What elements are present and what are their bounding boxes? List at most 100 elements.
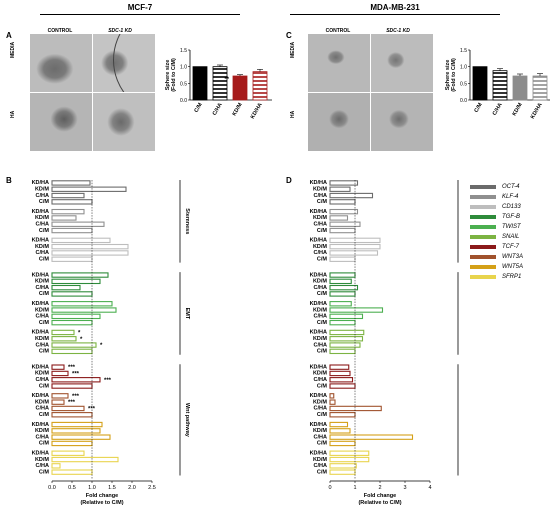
micrograph-control-ha <box>308 93 370 151</box>
x-tick-label: KD/HA <box>250 102 264 120</box>
x-tick-label: 4 <box>428 485 431 491</box>
y-tick-label: 0.0 <box>180 98 187 104</box>
row-label: KD/M <box>313 371 327 377</box>
bar-wnt3a <box>51 393 69 399</box>
micrograph-kd-ha <box>371 93 433 151</box>
bar-tcf-7 <box>51 377 101 383</box>
legend-label: WNT3A <box>502 254 523 260</box>
bar-oct-4 <box>51 199 93 205</box>
legend-label: TWIST <box>502 224 521 230</box>
bar-snail <box>329 329 365 336</box>
row-label: C/HA <box>314 314 327 320</box>
row-label: KD/HA <box>32 180 49 186</box>
bar <box>252 71 268 101</box>
bar-sfrp1 <box>51 456 119 463</box>
bar-wnt5a <box>51 421 103 428</box>
col-label-kd: SDC-1 KD <box>108 28 132 34</box>
bar-tcf-7 <box>51 370 69 377</box>
bar <box>212 66 228 101</box>
row-label: C/M <box>317 291 328 297</box>
x-tick-label: 2.0 <box>128 485 136 491</box>
row-label: KD/M <box>313 187 327 193</box>
legend-item: OCT-4 <box>470 182 550 192</box>
row-label: C/HA <box>314 193 327 199</box>
row-label: C/HA <box>36 463 49 469</box>
bar-twist <box>51 313 101 320</box>
row-label: C/HA <box>36 377 49 383</box>
row-label-media: MEDIA <box>290 41 296 58</box>
y-axis-label: Sphere size <box>165 60 171 91</box>
x-tick-label: 3 <box>403 485 406 491</box>
significance-mark: * <box>80 337 83 343</box>
row-label: C/HA <box>36 250 49 256</box>
y-axis-label: (Fold to C/M) <box>171 58 177 92</box>
bar-wnt5a <box>329 434 414 440</box>
row-label: C/HA <box>36 406 49 412</box>
bar-klf-4 <box>329 227 356 234</box>
y-tick-label: 1.5 <box>180 48 187 54</box>
y-axis-label: Sphere size <box>445 60 451 91</box>
bar-twist <box>51 301 113 307</box>
x-tick-label: C/M <box>193 102 203 114</box>
row-label: KD/HA <box>32 330 49 336</box>
bar-twist <box>329 307 384 313</box>
bar-wnt3a <box>51 412 93 418</box>
row-label: C/HA <box>36 314 49 320</box>
legend-label: CD133 <box>502 204 521 210</box>
row-label: KD/M <box>35 244 49 250</box>
row-label: C/HA <box>36 434 49 440</box>
legend-item: CD133 <box>470 202 550 212</box>
bar-twist <box>329 319 356 326</box>
bar-cd133 <box>51 243 129 250</box>
row-label: KD/M <box>35 307 49 313</box>
y-axis-label: (Fold to C/M) <box>451 58 457 92</box>
legend-label: SFRP1 <box>502 274 522 280</box>
row-label: C/HA <box>314 434 327 440</box>
row-label: KD/M <box>313 428 327 434</box>
bar-klf-4 <box>329 208 359 215</box>
row-label: C/M <box>317 412 328 418</box>
bar-wnt5a <box>329 440 356 447</box>
row-label: C/HA <box>36 342 49 348</box>
row-label: C/M <box>39 469 50 475</box>
micrograph-kd-media <box>371 34 433 92</box>
x-tick-label: 1.0 <box>88 485 96 491</box>
col-label-control: CONTROL <box>325 28 351 34</box>
row-label: C/M <box>317 228 328 234</box>
bar-klf-4 <box>51 221 105 227</box>
legend-label: SNAIL <box>502 234 520 240</box>
bar-tgf-b <box>51 284 81 291</box>
group-label: Stemness <box>184 208 190 234</box>
row-label: KD/HA <box>310 393 327 399</box>
x-tick-label: 0.5 <box>68 485 76 491</box>
legend-item: TWIST <box>470 222 550 232</box>
bar-wnt5a <box>51 434 111 440</box>
significance-mark: *** <box>72 394 80 400</box>
bar-snail <box>329 342 361 348</box>
row-label: C/M <box>39 412 50 418</box>
bar-tgf-b <box>329 284 359 291</box>
x-tick-label: 1.5 <box>108 485 116 491</box>
bar-tcf-7 <box>329 370 351 377</box>
bar-klf-4 <box>329 215 349 221</box>
micrograph-control-ha <box>30 93 92 151</box>
row-label: C/HA <box>314 377 327 383</box>
bar-cd133 <box>329 256 356 262</box>
row-label: C/M <box>317 349 328 355</box>
bar-cd133 <box>329 250 379 256</box>
mcf7-header-rule <box>40 14 240 15</box>
legend-swatch <box>470 185 496 189</box>
bar-snail <box>51 342 97 348</box>
row-label: KD/HA <box>32 393 49 399</box>
row-label: KD/HA <box>310 364 327 370</box>
row-label: C/HA <box>36 193 49 199</box>
row-label: KD/HA <box>32 209 49 215</box>
legend-item: SNAIL <box>470 232 550 242</box>
row-label: KD/HA <box>32 272 49 278</box>
bar-wnt5a <box>51 428 101 434</box>
bar-wnt3a <box>329 393 335 399</box>
row-label: KD/HA <box>32 238 49 244</box>
chart-d-foldchange: KD/HAKD/MC/HAC/MKD/HAKD/MC/HAC/MKD/HAKD/… <box>310 180 459 506</box>
bar-cd133 <box>51 256 93 262</box>
bar-oct-4 <box>329 180 359 186</box>
